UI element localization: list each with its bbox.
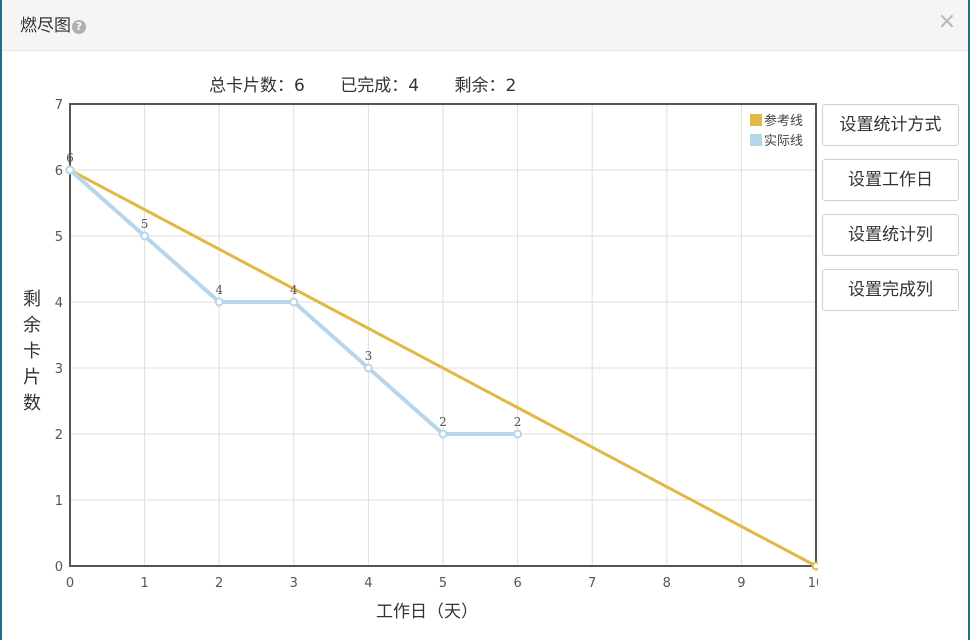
y-axis-label-char: 剩 [23,289,41,310]
legend-swatch-reference [750,114,762,126]
data-label: 5 [141,217,149,231]
actual-point [513,429,523,439]
set-stat-column-button[interactable]: 设置统计列 [822,214,959,256]
actual-point [289,297,299,307]
x-tick-label: 5 [439,576,447,591]
actual-point [438,429,448,439]
y-tick-label: 7 [55,98,63,113]
actual-point [363,363,373,373]
actual-point [65,165,75,175]
data-label: 6 [66,151,74,165]
y-axis-label-char: 卡 [23,341,41,362]
y-axis-label-char: 数 [23,393,41,414]
y-axis-label-char: 片 [23,367,41,388]
y-tick-label: 3 [55,362,63,377]
remaining-stat: 剩余：2 [454,76,517,96]
data-label: 2 [514,415,522,429]
x-tick-label: 1 [140,576,148,591]
settings-button-group: 设置统计方式 设置工作日 设置统计列 设置完成列 [822,104,959,324]
legend-label-reference: 参考线 [764,113,803,129]
x-tick-label: 10 [808,576,818,591]
data-label: 2 [439,415,447,429]
x-tick-label: 7 [588,576,596,591]
actual-point [140,231,150,241]
y-tick-label: 0 [55,560,63,575]
legend-label-actual: 实际线 [764,134,803,149]
chart-series: 6 5 4 4 3 2 2 [65,151,818,571]
dialog-title: 燃尽图? [20,15,86,37]
data-label: 4 [290,283,298,297]
chart-grid [69,103,817,567]
x-tick-label: 3 [290,576,298,591]
total-cards-stat: 总卡片数：6 [209,76,305,96]
y-tick-label: 4 [55,296,63,311]
x-tick-label: 2 [215,576,223,591]
data-label: 4 [215,283,223,297]
y-axis-label: 剩余卡片数 [20,287,44,417]
set-workday-button[interactable]: 设置工作日 [822,159,959,201]
close-icon[interactable]: × [937,9,957,34]
chart-ticks: 0 1 2 3 4 5 6 7 8 9 10 0 1 2 3 4 5 6 7 [55,98,818,591]
completed-stat: 已完成：4 [340,76,420,96]
y-tick-label: 6 [55,164,63,179]
data-label: 3 [365,349,373,363]
legend-swatch-actual [750,134,762,146]
right-window-edge [968,0,970,640]
plot-frame [69,103,817,567]
reference-point [811,561,818,571]
help-icon[interactable]: ? [72,20,86,34]
x-axis-label: 工作日（天） [376,602,478,622]
y-tick-label: 5 [55,230,63,245]
y-axis-label-char: 余 [23,315,41,336]
dialog-title-text: 燃尽图 [20,16,71,36]
x-tick-label: 8 [663,576,671,591]
set-done-column-button[interactable]: 设置完成列 [822,269,959,311]
x-tick-label: 4 [364,576,372,591]
x-tick-label: 6 [513,576,521,591]
left-window-edge [0,0,2,640]
y-tick-label: 2 [55,428,63,443]
y-tick-label: 1 [55,494,63,509]
actual-point [214,297,224,307]
reference-line [68,168,818,568]
set-stat-method-button[interactable]: 设置统计方式 [822,104,959,146]
x-tick-label: 9 [737,576,745,591]
stats-summary: 总卡片数：6 已完成：4 剩余：2 [209,71,546,96]
x-tick-label: 0 [66,576,74,591]
dialog-header: 燃尽图? × [2,0,968,51]
